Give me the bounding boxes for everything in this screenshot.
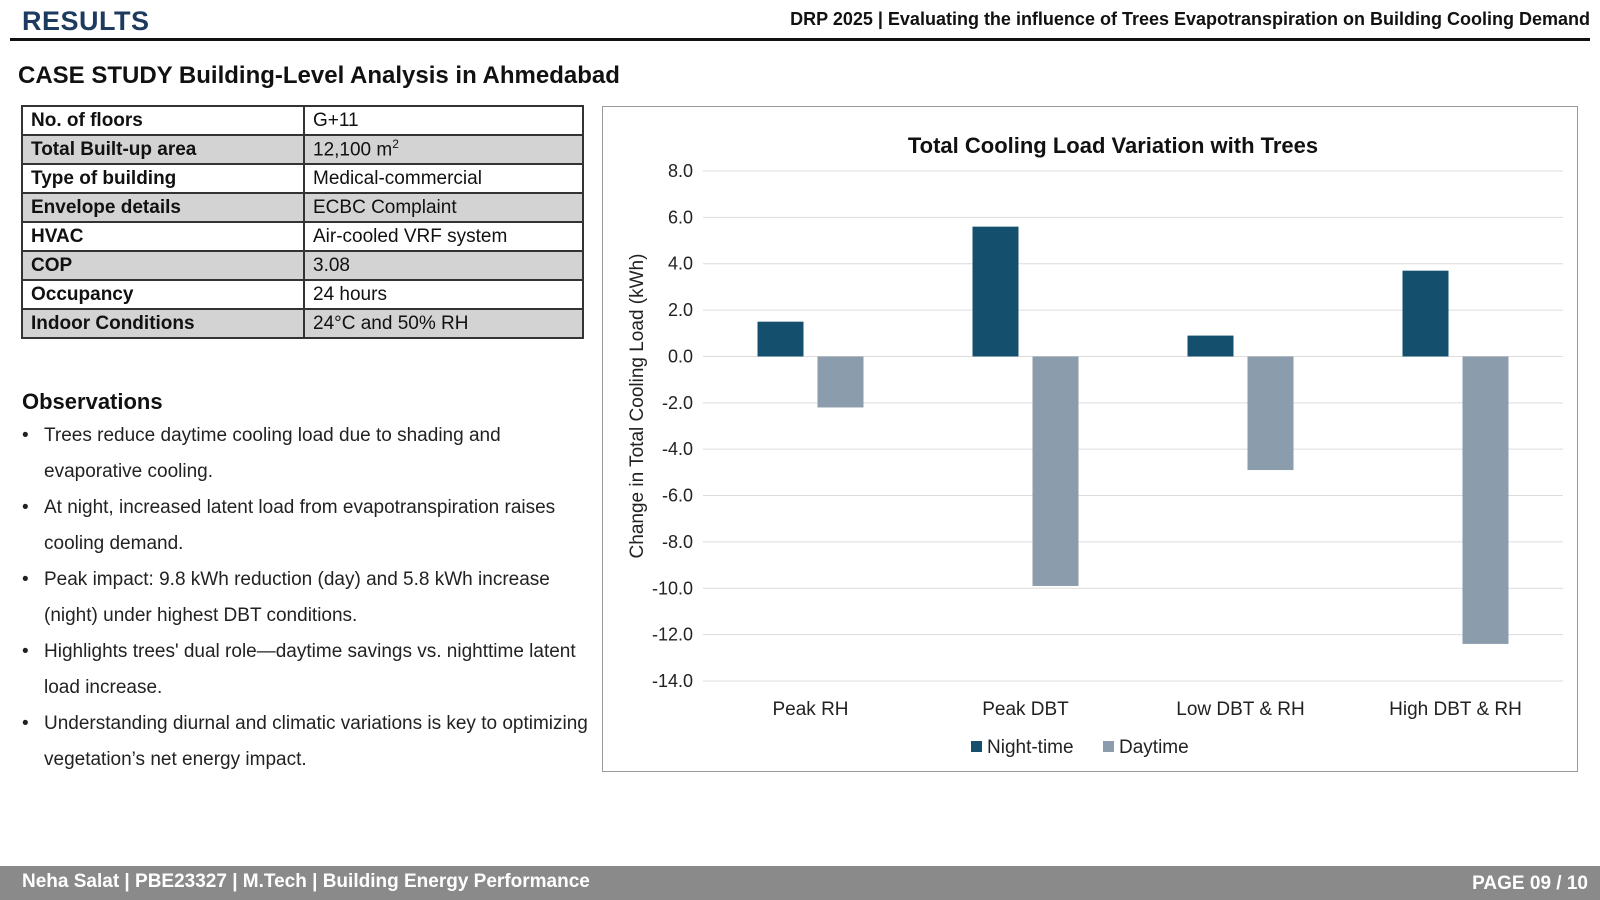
legend-label: Daytime — [1119, 737, 1189, 758]
property-value: 24°C and 50% RH — [303, 308, 584, 339]
property-value-text: 3.08 — [313, 254, 350, 276]
y-tick-label: -8.0 — [662, 532, 693, 552]
y-tick-label: 4.0 — [668, 254, 693, 274]
y-tick-label: 2.0 — [668, 300, 693, 320]
property-value-text: ECBC Complaint — [313, 196, 457, 218]
footer-bar: Neha Salat | PBE23327 | M.Tech | Buildin… — [0, 866, 1600, 900]
bar-daytime — [1032, 356, 1079, 586]
property-row: No. of floors G+11 — [21, 105, 584, 136]
bullet-marker: • — [22, 569, 29, 590]
y-tick-label: -6.0 — [662, 486, 693, 506]
property-value-text: G+11 — [313, 109, 359, 131]
x-category-label: Peak RH — [772, 699, 848, 720]
cooling-load-chart: Total Cooling Load Variation with Trees 8… — [602, 106, 1578, 772]
property-label: Envelope details — [21, 192, 305, 223]
property-label: Occupancy — [21, 279, 305, 310]
y-tick-label: -10.0 — [652, 578, 693, 598]
y-tick-label: 0.0 — [668, 346, 693, 366]
y-tick-label: 8.0 — [668, 161, 693, 181]
property-row: Occupancy 24 hours — [21, 279, 584, 310]
observations-list: • Trees reduce daytime cooling load due t… — [22, 418, 592, 778]
property-value: ECBC Complaint — [303, 192, 584, 223]
property-value-text: 24°C and 50% RH — [313, 312, 469, 334]
observation-item: • Trees reduce daytime cooling load due t… — [22, 418, 592, 490]
y-tick-label: 6.0 — [668, 207, 693, 227]
observation-item: • Understanding diurnal and climatic vari… — [22, 706, 592, 778]
bar-night-time — [972, 226, 1019, 357]
property-value: 12,100 m2 — [303, 134, 584, 165]
bullet-marker: • — [22, 641, 29, 662]
property-label: No. of floors — [21, 105, 305, 136]
property-label: Type of building — [21, 163, 305, 194]
observation-text: At night, increased latent load from eva… — [44, 497, 556, 554]
document-title: DRP 2025 | Evaluating the influence of T… — [790, 9, 1590, 29]
legend-label: Night-time — [987, 737, 1074, 758]
legend-swatch — [971, 741, 982, 752]
y-tick-label: -12.0 — [652, 625, 693, 645]
property-value: 24 hours — [303, 279, 584, 310]
bar-night-time — [757, 321, 804, 357]
property-row: COP 3.08 — [21, 250, 584, 281]
bar-daytime — [1247, 356, 1294, 471]
y-tick-label: -14.0 — [652, 671, 693, 691]
property-row: Envelope details ECBC Complaint — [21, 192, 584, 223]
property-row: Type of building Medical-commercial — [21, 163, 584, 194]
chart-svg: Total Cooling Load Variation with Trees 8… — [627, 133, 1563, 758]
bar-night-time — [1402, 270, 1449, 357]
property-label: Indoor Conditions — [21, 308, 305, 339]
property-row: Total Built-up area 12,100 m2 — [21, 134, 584, 165]
observation-text: Understanding diurnal and climatic varia… — [44, 713, 588, 770]
observation-item: • Peak impact: 9.8 kWh reduction (day) an… — [22, 562, 592, 634]
building-properties-table: No. of floors G+11 Total Built-up area 12,1… — [21, 105, 584, 339]
footer-author: Neha Salat | PBE23327 | M.Tech | Buildin… — [22, 871, 590, 892]
x-category-label: High DBT & RH — [1389, 699, 1522, 720]
property-value: 3.08 — [303, 250, 584, 281]
bullet-marker: • — [22, 497, 29, 518]
property-value-text: 24 hours — [313, 283, 387, 305]
chart-title: Total Cooling Load Variation with Trees — [908, 133, 1318, 158]
legend-swatch — [1103, 741, 1114, 752]
property-value: G+11 — [303, 105, 584, 136]
property-value-text: Air-cooled VRF system — [313, 225, 508, 247]
property-value: Air-cooled VRF system — [303, 221, 584, 252]
observation-text: Peak impact: 9.8 kWh reduction (day) and… — [44, 569, 550, 626]
observation-text: Highlights trees' dual role—daytime savi… — [44, 641, 576, 698]
property-row: HVAC Air-cooled VRF system — [21, 221, 584, 252]
page-number: PAGE 09 / 10 — [1472, 873, 1588, 894]
property-value-superscript: 2 — [392, 137, 399, 152]
observations-title: Observations — [22, 389, 163, 414]
property-value-text: 12,100 m — [313, 139, 393, 161]
observation-text: Trees reduce daytime cooling load due to… — [44, 425, 501, 482]
bar-daytime — [1462, 356, 1509, 644]
bullet-marker: • — [22, 425, 29, 446]
x-category-label: Peak DBT — [982, 699, 1069, 720]
y-tick-label: -4.0 — [662, 439, 693, 459]
header-divider — [10, 38, 1590, 41]
bar-daytime — [817, 356, 864, 408]
bar-night-time — [1187, 335, 1234, 357]
property-label: COP — [21, 250, 305, 281]
bullet-marker: • — [22, 713, 29, 734]
y-tick-label: -2.0 — [662, 393, 693, 413]
case-study-heading: CASE STUDY Building-Level Analysis in Ah… — [18, 62, 620, 89]
observation-item: • At night, increased latent load from ev… — [22, 490, 592, 562]
property-value-text: Medical-commercial — [313, 167, 482, 189]
property-label: Total Built-up area — [21, 134, 305, 165]
property-row: Indoor Conditions 24°C and 50% RH — [21, 308, 584, 339]
y-axis-title: Change in Total Cooling Load (kWh) — [627, 254, 648, 559]
section-title: RESULTS — [22, 6, 150, 36]
x-category-label: Low DBT & RH — [1176, 699, 1304, 720]
property-label: HVAC — [21, 221, 305, 252]
property-value: Medical-commercial — [303, 163, 584, 194]
observation-item: • Highlights trees' dual role—daytime sav… — [22, 634, 592, 706]
